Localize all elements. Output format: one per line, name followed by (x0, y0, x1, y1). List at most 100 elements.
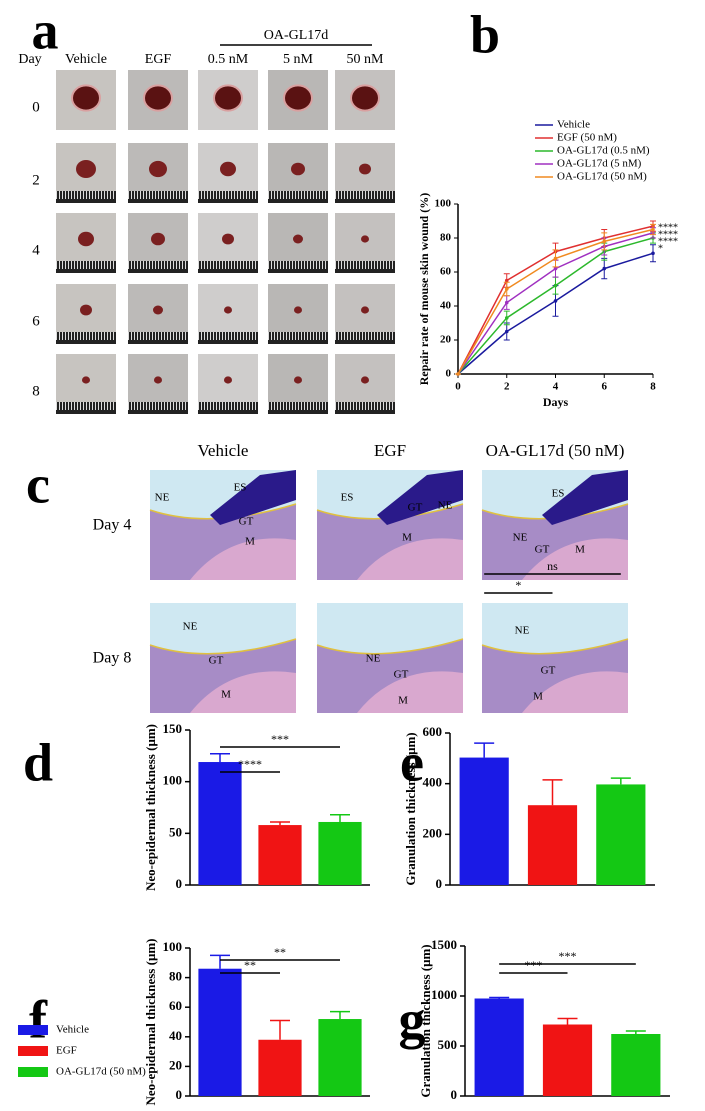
legend-swatch (18, 1025, 48, 1035)
bar (318, 821, 362, 885)
point (504, 300, 509, 305)
point (651, 227, 655, 232)
error-bar (625, 1030, 646, 1034)
tissue-deep (357, 671, 463, 713)
panel-label: d (23, 732, 53, 792)
significance: **** (238, 757, 262, 771)
error-bar (210, 753, 230, 763)
tissue-label: ES (552, 488, 565, 500)
y-tick-label: 500 (438, 1037, 458, 1052)
wound (361, 306, 369, 314)
wound (361, 376, 369, 384)
tissue-label: NE (438, 500, 453, 512)
tissue-label: ES (234, 482, 247, 494)
wound (291, 162, 305, 176)
y-axis-label: Repair rate of mouse skin wound (%) (417, 193, 431, 385)
y-tick-label: 0 (176, 876, 183, 891)
wound (294, 376, 302, 384)
wound (143, 84, 173, 112)
significance: ** (274, 945, 286, 959)
eschar (542, 470, 628, 525)
point (553, 256, 558, 261)
eschar (210, 470, 296, 525)
wound (71, 84, 101, 112)
x-tick-label: 6 (602, 381, 608, 393)
wound (82, 376, 90, 384)
panel-label: e (400, 732, 424, 792)
tissue-label: M (221, 689, 231, 701)
significance: * (658, 243, 663, 254)
wound (283, 84, 313, 112)
x-tick-label: 0 (455, 381, 461, 393)
legend-label: OA-GL17d (50 nM) (56, 1066, 146, 1078)
wound (151, 232, 165, 246)
epidermis-line (481, 638, 629, 655)
wound (224, 306, 232, 314)
panel-label: c (26, 454, 50, 514)
error-bar (474, 742, 495, 758)
legend-label: OA-GL17d (5 nM) (557, 158, 642, 170)
wound (224, 376, 232, 384)
y-tick-label: 40 (169, 1028, 182, 1043)
y-tick-label: 200 (423, 825, 443, 840)
x-axis-label: Days (543, 395, 569, 409)
error-bar (270, 821, 290, 826)
significance: **** (658, 236, 678, 247)
y-tick-label: 80 (169, 969, 182, 984)
tissue-label: M (402, 532, 412, 544)
y-tick-label: 600 (423, 724, 443, 739)
bar (258, 1039, 302, 1096)
y-axis-label: Neo-epidermal thickness (μm) (143, 724, 158, 891)
error-bar (210, 954, 230, 969)
error-bar (330, 813, 350, 822)
eschar (377, 470, 463, 525)
tissue-deep (190, 671, 296, 713)
y-tick-label: 100 (435, 198, 452, 210)
bar (198, 762, 242, 885)
column-label: 50 nM (347, 52, 385, 67)
wound (78, 231, 94, 247)
tissue-label: ES (341, 492, 354, 504)
panel-label: a (32, 0, 59, 60)
y-axis-label: Granulation thickness (μm) (418, 944, 433, 1097)
tissue-label: NE (366, 653, 381, 665)
column-label: 5 nM (283, 52, 314, 67)
tissue-label: M (575, 544, 585, 556)
group-header: OA-GL17d (264, 28, 329, 43)
x-tick-label: 4 (553, 381, 559, 393)
histology-column: EGF (374, 441, 406, 460)
y-tick-label: 20 (169, 1057, 182, 1072)
point (602, 239, 607, 244)
wound (153, 305, 163, 315)
panel-label: b (470, 4, 500, 64)
y-tick-label: 1500 (431, 937, 457, 952)
y-axis-label: Neo-epidermal thickness (μm) (143, 939, 158, 1106)
histology-column: Vehicle (198, 441, 249, 460)
wound (220, 161, 236, 177)
column-label: EGF (145, 52, 172, 67)
tissue-label: NE (183, 621, 198, 633)
y-tick-label: 100 (163, 773, 183, 788)
error-bar (557, 1017, 578, 1025)
panel-label: g (399, 989, 426, 1049)
tissue-label: NE (515, 625, 530, 637)
tissue-label: GT (239, 516, 254, 528)
wound (293, 234, 303, 244)
point (504, 278, 509, 283)
bar (459, 757, 509, 885)
histology-column: OA-GL17d (50 nM) (486, 441, 625, 460)
bar (611, 1034, 661, 1096)
significance: * (515, 578, 521, 592)
error-bar (270, 1019, 290, 1040)
wound (294, 306, 302, 314)
y-tick-label: 20 (440, 334, 452, 346)
y-tick-label: 60 (169, 998, 182, 1013)
bar (474, 998, 524, 1096)
wound (213, 84, 243, 112)
histology-row: Day 4 (93, 517, 132, 534)
tissue-deep (190, 538, 296, 580)
legend-label: EGF (50 nM) (557, 132, 617, 144)
error-bar (330, 1010, 350, 1020)
tissue-deep (522, 671, 628, 713)
